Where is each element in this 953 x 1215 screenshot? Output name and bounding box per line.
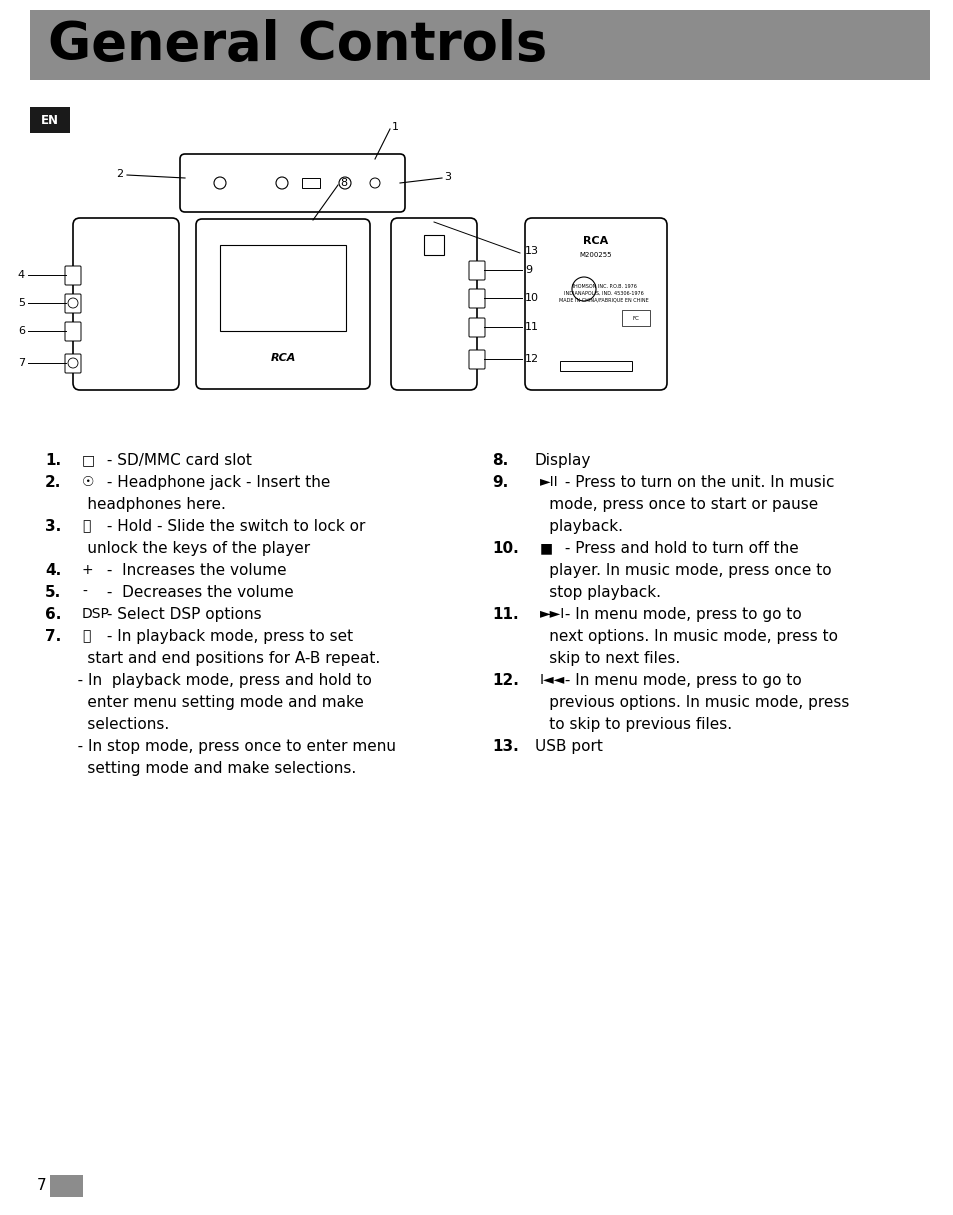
Bar [621,310,649,326]
Text: next options. In music mode, press to: next options. In music mode, press to [519,629,837,644]
Text: enter menu setting mode and make: enter menu setting mode and make [63,695,363,710]
Text: USB port: USB port [535,739,602,755]
Text: 11: 11 [524,322,538,332]
Text: 2: 2 [115,169,123,179]
Text: - In menu mode, press to go to: - In menu mode, press to go to [559,673,801,688]
Text: 1.: 1. [45,453,61,468]
FancyBboxPatch shape [73,217,179,390]
Text: - Press to turn on the unit. In music: - Press to turn on the unit. In music [559,475,834,490]
FancyBboxPatch shape [65,294,81,313]
Text: ►►I: ►►I [539,608,565,621]
FancyBboxPatch shape [65,266,81,286]
Text: start and end positions for A-B repeat.: start and end positions for A-B repeat. [63,651,380,666]
Text: 5: 5 [18,298,25,307]
Text: skip to next files.: skip to next files. [519,651,679,666]
Text: General Controls: General Controls [48,19,547,70]
Text: 2.: 2. [45,475,61,490]
Bar [30,107,70,132]
Bar [559,361,631,371]
Text: RCA: RCA [583,236,608,245]
Text: 12: 12 [524,354,538,364]
Text: 11.: 11. [492,608,518,622]
Text: 10: 10 [524,293,538,303]
FancyBboxPatch shape [195,219,370,389]
Text: ■: ■ [539,541,553,555]
Text: RCA: RCA [270,354,295,363]
Text: INDIANAPOLIS, IND. 45306-1976: INDIANAPOLIS, IND. 45306-1976 [563,290,643,295]
Text: 8.: 8. [492,453,508,468]
Bar [220,245,346,330]
Text: 13: 13 [524,245,538,256]
Text: - SD/MMC card slot: - SD/MMC card slot [102,453,252,468]
Text: 4.: 4. [45,563,61,578]
Text: playback.: playback. [519,519,622,535]
Text: selections.: selections. [63,717,169,731]
FancyBboxPatch shape [180,154,405,211]
Text: - In playback mode, press to set: - In playback mode, press to set [102,629,353,644]
Text: -: - [82,584,87,599]
Bar [302,179,319,188]
Text: 4: 4 [18,270,25,279]
FancyBboxPatch shape [65,322,81,341]
FancyBboxPatch shape [469,289,484,307]
Text: player. In music mode, press once to: player. In music mode, press once to [519,563,831,578]
Text: headphones here.: headphones here. [63,497,226,512]
Text: setting mode and make selections.: setting mode and make selections. [63,761,355,776]
Text: - Headphone jack - Insert the: - Headphone jack - Insert the [102,475,330,490]
Text: ⚿: ⚿ [82,519,91,533]
Text: unlock the keys of the player: unlock the keys of the player [63,541,310,556]
Text: 10.: 10. [492,541,518,556]
Text: ⓜ: ⓜ [82,629,91,643]
Bar [423,234,443,255]
Text: - In menu mode, press to go to: - In menu mode, press to go to [559,608,801,622]
Text: -  Decreases the volume: - Decreases the volume [102,584,294,600]
Bar [30,10,929,80]
FancyBboxPatch shape [469,261,484,279]
Text: mode, press once to start or pause: mode, press once to start or pause [519,497,818,512]
Text: THOMSON INC. P.O.B. 1976: THOMSON INC. P.O.B. 1976 [571,283,637,288]
Text: DSP: DSP [82,608,110,621]
Text: to skip to previous files.: to skip to previous files. [519,717,731,731]
Text: +: + [82,563,93,577]
Text: - Hold - Slide the switch to lock or: - Hold - Slide the switch to lock or [102,519,365,535]
Text: 5.: 5. [45,584,61,600]
FancyBboxPatch shape [469,350,484,369]
Text: 6: 6 [18,326,25,337]
Text: FC: FC [632,316,639,321]
Text: 3: 3 [443,173,451,182]
FancyBboxPatch shape [524,217,666,390]
Text: 7.: 7. [45,629,61,644]
Text: 13.: 13. [492,739,518,755]
Text: I◄◄: I◄◄ [539,673,565,686]
Text: Display: Display [535,453,591,468]
Text: 6.: 6. [45,608,61,622]
Text: - Select DSP options: - Select DSP options [102,608,261,622]
Text: -  Increases the volume: - Increases the volume [102,563,286,578]
Text: 1: 1 [392,122,398,132]
Text: 12.: 12. [492,673,518,688]
Text: 3.: 3. [45,519,61,535]
FancyBboxPatch shape [65,354,81,373]
Text: 7: 7 [18,358,25,368]
Text: 7: 7 [37,1179,47,1193]
Text: 8: 8 [339,179,347,188]
FancyBboxPatch shape [469,318,484,337]
Text: MADE IN CHINA/FABRIQUE EN CHINE: MADE IN CHINA/FABRIQUE EN CHINE [558,298,648,303]
Text: - In  playback mode, press and hold to: - In playback mode, press and hold to [63,673,372,688]
Text: ►II: ►II [539,475,558,488]
Text: - In stop mode, press once to enter menu: - In stop mode, press once to enter menu [63,739,395,755]
Text: - Press and hold to turn off the: - Press and hold to turn off the [559,541,798,556]
FancyBboxPatch shape [391,217,476,390]
Text: EN: EN [41,113,59,126]
Text: □: □ [82,453,95,467]
Text: previous options. In music mode, press: previous options. In music mode, press [519,695,848,710]
Text: M200255: M200255 [579,252,612,258]
Text: 9.: 9. [492,475,508,490]
Bar [50,1175,83,1197]
Text: 9: 9 [524,265,532,275]
Text: ☉: ☉ [82,475,94,488]
Text: stop playback.: stop playback. [519,584,660,600]
